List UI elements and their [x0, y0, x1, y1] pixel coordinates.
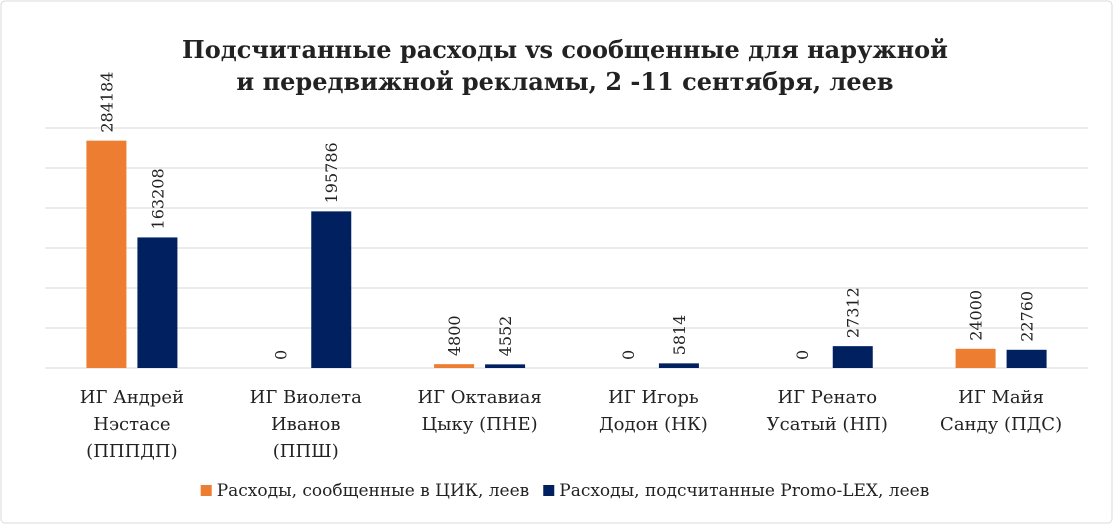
bar	[485, 364, 526, 368]
x-tick-label: ИГ Ренато	[777, 387, 877, 408]
x-tick-label: Усатый (НП)	[767, 414, 888, 435]
bar	[1006, 349, 1047, 368]
bar	[86, 140, 127, 368]
legend-swatch	[543, 485, 555, 496]
data-label: 5814	[670, 315, 689, 356]
data-label: 27312	[844, 287, 863, 338]
x-tick-label: ИГ Октавиая	[417, 387, 541, 408]
bar	[832, 346, 873, 368]
x-tick-label: (ППШ)	[273, 441, 339, 462]
data-label: 4552	[496, 316, 515, 357]
x-tick-label: ИГ Андрей	[80, 387, 184, 408]
data-label: 195786	[322, 142, 341, 203]
x-tick-label: Иванов	[271, 414, 341, 435]
legend-label: Расходы, подсчитанные Promo-LEX, леев	[559, 481, 929, 501]
x-tick-label: ИГ Игорь	[608, 387, 699, 408]
legend-label: Расходы, сообщенные в ЦИК, леев	[217, 481, 530, 501]
data-label: 0	[619, 350, 638, 360]
data-label: 0	[271, 350, 290, 360]
x-tick-label: (ПППДП)	[86, 441, 177, 462]
bar	[137, 237, 178, 368]
bar	[955, 348, 996, 368]
bar	[434, 364, 475, 368]
x-tick-label: Цыку (ПНЕ)	[421, 414, 537, 435]
x-tick-label: ИГ Майя	[958, 387, 1044, 408]
data-label: 4800	[445, 315, 464, 356]
data-label: 0	[793, 350, 812, 360]
data-label: 163208	[148, 168, 167, 229]
data-label: 22760	[1018, 291, 1037, 342]
bar	[311, 211, 352, 368]
x-tick-label: ИГ Виолета	[250, 387, 362, 408]
x-tick-label: Нэстасе	[93, 414, 170, 435]
bar	[658, 363, 699, 368]
data-label: 284184	[97, 72, 116, 133]
chart-title: и передвижной рекламы, 2 -11 сентября, л…	[236, 67, 893, 96]
x-tick-label: Санду (ПДС)	[940, 414, 1062, 435]
x-tick-label: Додон (НК)	[599, 414, 708, 435]
chart-title: Подсчитанные расходы vs сообщенные для н…	[182, 35, 948, 64]
legend-swatch	[200, 485, 212, 496]
data-label: 24000	[967, 290, 986, 341]
